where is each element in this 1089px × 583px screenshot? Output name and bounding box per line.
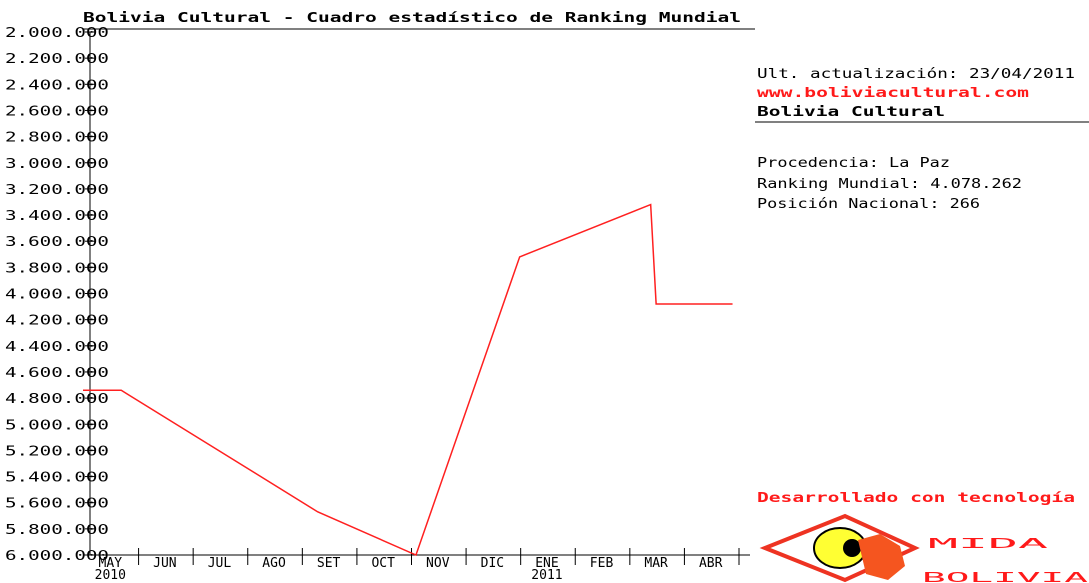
ranking: Ranking Mundial: 4.078.262 [757, 177, 1022, 192]
y-tick-label: 5.800.000 [5, 523, 109, 538]
y-tick-label: 5.000.000 [5, 418, 109, 433]
y-tick-label: 3.600.000 [5, 235, 109, 250]
x-tick-label: AGO [262, 556, 286, 571]
y-tick-label: 2.200.000 [5, 52, 109, 67]
position: Posición Nacional: 266 [757, 197, 980, 212]
y-tick-label: 2.800.000 [5, 131, 109, 146]
powered: Desarrollado con tecnología [757, 491, 1075, 506]
logo-diamond [759, 513, 920, 583]
y-tick-label: 2.600.000 [5, 104, 109, 119]
x-tick-label: JUN [153, 556, 176, 571]
origin: Procedencia: La Paz [757, 156, 950, 171]
line [83, 203, 733, 557]
updated: Ult. actualización: 23/04/2011 [757, 67, 1075, 82]
x-year-label: 2010 [95, 568, 126, 583]
logo-pupil [843, 539, 861, 557]
x-tick-label: DIC [481, 556, 504, 571]
y-tick-label: 4.000.000 [5, 288, 109, 303]
y-tick-label: 4.600.000 [5, 366, 109, 381]
url: www.boliviacultural.com [757, 86, 1029, 101]
x-tick-label: OCT [371, 556, 395, 571]
logo: MIDA BOLIVIA [759, 513, 1088, 583]
logo-text: BOLIVIA [922, 571, 1088, 583]
y-tick-label: 6.000.000 [5, 549, 109, 564]
y-tick-label: 4.800.000 [5, 392, 109, 407]
x-tick-label: FEB [590, 556, 614, 571]
x-tick-label: NOV [426, 556, 450, 571]
x-tick-label: SET [317, 556, 341, 571]
x-year-label: 2011 [531, 568, 562, 583]
y-tick-label: 2.000.000 [5, 26, 109, 41]
logo-text: MIDA [928, 537, 1049, 552]
y-tick-label: 5.600.000 [5, 497, 109, 512]
x-tick-label: ENE [535, 556, 558, 571]
logo-map [858, 534, 905, 580]
y-tick-label: 5.200.000 [5, 444, 109, 459]
y-tick-label: 4.400.000 [5, 340, 109, 355]
y-tick-label: 3.200.000 [5, 183, 109, 198]
y-tick-label: 4.200.000 [5, 314, 109, 329]
y-tick-label: 3.800.000 [5, 261, 109, 276]
y-tick-label: 5.400.000 [5, 471, 109, 486]
x-tick-label: ABR [699, 556, 723, 571]
x-tick-label: MAR [644, 556, 668, 571]
x-tick-label: MAY [99, 556, 123, 571]
y-tick-label: 3.400.000 [5, 209, 109, 224]
x-tick-label: JUL [208, 556, 232, 571]
y-tick-label: 2.400.000 [5, 78, 109, 93]
site: Bolivia Cultural [757, 105, 945, 120]
y-tick-label: 3.000.000 [5, 157, 109, 172]
chart-title: Bolivia Cultural - Cuadro estadístico de… [83, 11, 741, 26]
